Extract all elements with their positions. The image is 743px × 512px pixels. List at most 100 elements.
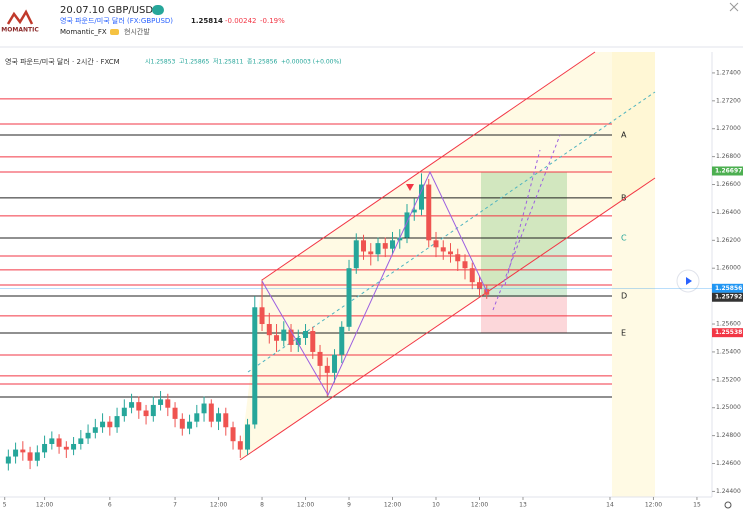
candle-body xyxy=(476,282,482,290)
x-tick-label: 8 xyxy=(260,502,264,509)
x-tick-label: 13 xyxy=(519,502,527,509)
candle-body xyxy=(375,243,381,255)
x-tick-label: 12:00 xyxy=(645,502,662,509)
candles xyxy=(5,173,490,471)
candle-body xyxy=(274,335,280,341)
ohlc-value: 저1.25811 xyxy=(213,58,244,66)
candle-body xyxy=(310,330,316,352)
candle-body xyxy=(404,212,410,238)
candle-body xyxy=(107,421,113,428)
x-tick-label: 7 xyxy=(173,502,177,509)
candle-body xyxy=(223,413,229,428)
projection xyxy=(492,134,561,311)
candle-body xyxy=(411,209,417,213)
candle-body xyxy=(194,413,200,422)
x-tick-label: 10 xyxy=(432,502,440,509)
candle-body xyxy=(92,427,98,433)
price-tag xyxy=(712,283,743,293)
candle-body xyxy=(440,247,446,252)
logo-icon xyxy=(6,9,34,25)
candle-body xyxy=(469,268,475,283)
channel-lower xyxy=(239,177,656,461)
y-tick-label: 1.25400 xyxy=(716,348,741,355)
candle-body xyxy=(368,251,374,255)
symbol-name[interactable]: 영국 파운드/미국 달러 (FX:GBPUSD) xyxy=(60,16,173,25)
y-tick-label: 1.27200 xyxy=(716,97,741,104)
candle-body xyxy=(462,261,468,269)
ohlc-value: 고1.25865 xyxy=(179,59,210,66)
badge xyxy=(152,5,164,15)
price-tag xyxy=(712,328,743,338)
y-tick-label: 1.27400 xyxy=(716,69,741,76)
x-tick-label: 9 xyxy=(347,502,351,509)
price-tag xyxy=(712,166,743,176)
post-title: 20.07.10 GBP/USD xyxy=(60,5,153,16)
candle-body xyxy=(448,251,454,255)
zone-fill xyxy=(612,52,655,497)
candle-body xyxy=(143,410,149,417)
y-tick-label: 1.26000 xyxy=(716,265,741,272)
candle-body xyxy=(150,404,156,417)
stop-box xyxy=(481,297,567,333)
candle-body xyxy=(288,329,294,345)
candle-body xyxy=(136,402,142,411)
candle-body xyxy=(71,443,77,450)
candle-body xyxy=(27,452,33,461)
x-tick-label: 14 xyxy=(606,502,614,509)
scroll-icon xyxy=(686,277,692,285)
price-tag-label: 1.25856 xyxy=(715,285,742,292)
y-tick-label: 1.25000 xyxy=(716,404,741,411)
zigzag xyxy=(261,170,488,397)
ohlc-value: 종1.25856 xyxy=(247,59,278,66)
candle-body xyxy=(201,403,207,414)
y-tick-label: 1.25600 xyxy=(716,321,741,328)
candle-body xyxy=(295,337,301,345)
candle-body xyxy=(346,268,352,327)
y-tick-label: 1.26400 xyxy=(716,209,741,216)
candle-body xyxy=(252,307,258,425)
candle-body xyxy=(339,326,345,355)
target-box xyxy=(481,172,567,297)
x-tick-label: 15 xyxy=(693,502,701,509)
ohlc-value: +0.00003 (+0.00%) xyxy=(281,59,342,66)
candle-body xyxy=(332,354,338,373)
candle-body xyxy=(426,184,432,241)
x-tick-label: 12:00 xyxy=(36,502,53,509)
change: -0.00242 xyxy=(225,17,256,25)
price-tag-label: 1.25792 xyxy=(715,294,742,301)
legend-symbol: 영국 파운드/미국 달러 · 2시간 · FXCM xyxy=(5,57,120,66)
candle-body xyxy=(390,240,396,249)
candle-body xyxy=(433,240,439,248)
ohlc-legend: 시1.25853 고1.25865 저1.25811 종1.25856 +0.00003… xyxy=(145,58,342,66)
price-tag-label: 1.26697 xyxy=(715,167,742,174)
candle-body xyxy=(5,456,11,464)
x-tick-label: 12:00 xyxy=(384,502,401,509)
settings-icon[interactable] xyxy=(724,501,732,509)
candle-body xyxy=(361,240,367,252)
x-tick-label: 5 xyxy=(3,502,7,509)
candle-body xyxy=(324,365,330,373)
y-tick-label: 1.25200 xyxy=(716,376,741,383)
candle-body xyxy=(129,402,135,408)
level-label: B xyxy=(621,193,627,202)
candle-body xyxy=(121,407,127,417)
candle-body xyxy=(85,432,91,439)
candle-body xyxy=(78,438,84,444)
candle-body xyxy=(165,399,171,408)
close-button[interactable] xyxy=(729,2,739,12)
candle-body xyxy=(63,446,69,450)
candle-body xyxy=(230,427,236,442)
y-tick-label: 1.26800 xyxy=(716,153,741,160)
x-tick-label: 12:00 xyxy=(471,502,488,509)
author-note: 현시간발 xyxy=(124,27,150,36)
author[interactable]: Momantic_FX xyxy=(60,28,107,36)
candle-body xyxy=(49,438,55,444)
candle-body xyxy=(237,441,243,450)
y-tick-label: 1.24800 xyxy=(716,432,741,439)
y-tick-label: 1.26600 xyxy=(716,181,741,188)
candle-body xyxy=(266,324,272,336)
price-tag xyxy=(712,292,743,302)
projection xyxy=(504,149,541,286)
x-tick-label: 6 xyxy=(108,502,112,509)
